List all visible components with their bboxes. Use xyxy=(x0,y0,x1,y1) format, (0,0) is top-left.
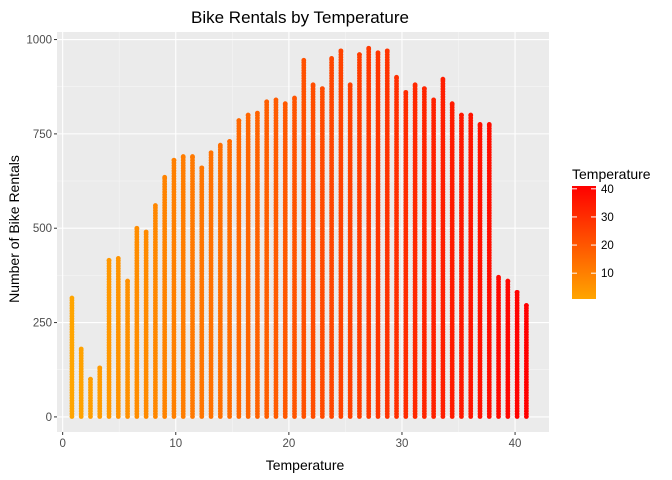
chart-title: Bike Rentals by Temperature xyxy=(191,8,409,27)
data-point xyxy=(348,82,353,87)
data-point xyxy=(496,275,501,280)
data-point xyxy=(88,377,93,382)
data-point xyxy=(199,165,204,170)
data-point xyxy=(329,56,334,61)
data-point xyxy=(450,101,455,106)
data-point xyxy=(320,86,325,91)
data-point xyxy=(422,86,427,91)
data-point xyxy=(172,158,177,163)
data-point xyxy=(144,230,149,235)
data-point xyxy=(190,154,195,159)
data-point xyxy=(441,77,446,82)
data-point xyxy=(255,111,260,116)
data-point xyxy=(125,279,130,284)
data-point xyxy=(394,75,399,80)
data-point xyxy=(107,258,112,263)
data-point xyxy=(357,52,362,57)
data-point xyxy=(478,122,483,127)
data-point xyxy=(218,143,223,148)
data-point xyxy=(311,82,316,87)
data-point xyxy=(70,296,75,301)
data-point xyxy=(376,50,381,55)
data-point xyxy=(236,118,241,123)
data-point xyxy=(116,256,121,261)
data-point xyxy=(264,99,269,104)
data-point xyxy=(385,48,390,53)
data-point xyxy=(468,113,473,118)
data-point xyxy=(97,365,102,370)
data-point xyxy=(134,226,139,231)
data-point xyxy=(431,98,436,103)
data-point xyxy=(403,90,408,95)
data-point xyxy=(227,139,232,144)
data-point xyxy=(246,113,251,118)
data-point xyxy=(181,154,186,159)
data-point xyxy=(274,98,279,103)
data-point xyxy=(366,46,371,51)
data-point xyxy=(162,175,167,180)
data-point xyxy=(283,101,288,106)
data-point xyxy=(153,203,158,208)
data-point xyxy=(459,113,464,118)
data-point xyxy=(209,150,214,155)
data-point xyxy=(301,58,306,63)
data-point xyxy=(413,82,418,87)
data-point xyxy=(338,48,343,53)
data-point xyxy=(79,347,84,352)
data-point xyxy=(292,96,297,101)
data-point xyxy=(487,122,492,127)
data-point xyxy=(505,279,510,284)
